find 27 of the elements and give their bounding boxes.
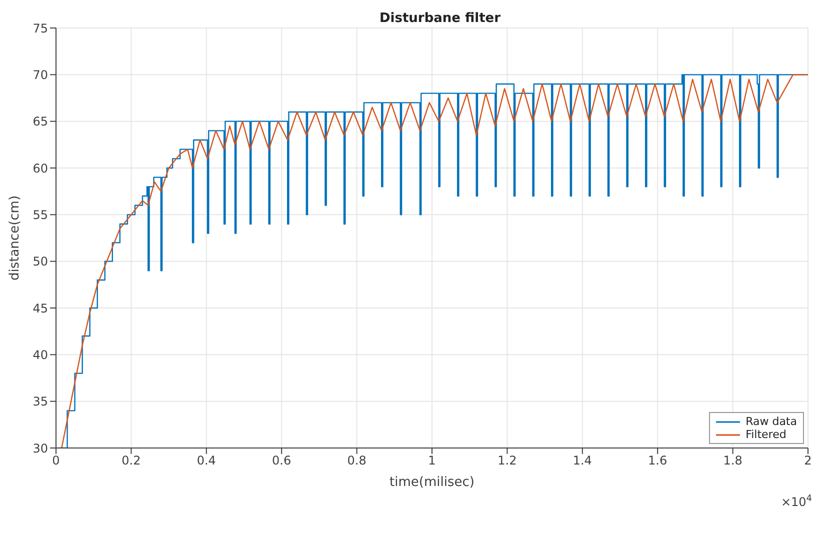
x-tick-label: 1.6	[648, 454, 668, 468]
x-tick-label: 0	[52, 454, 60, 468]
y-tick-label: 35	[32, 394, 48, 409]
x-tick-label: 1.8	[723, 454, 742, 468]
x-tick-label: 0.8	[347, 454, 366, 468]
y-tick-label: 40	[32, 348, 48, 362]
y-tick-label: 65	[32, 114, 48, 129]
y-tick-label: 50	[32, 254, 48, 269]
text: ×10$^{4}$	[780, 494, 812, 509]
x-tick-label: 0.6	[272, 454, 292, 468]
x-tick-label: 2	[804, 454, 812, 468]
x-tick-label: 0.2	[122, 454, 141, 468]
y-tick-label: 55	[32, 208, 48, 222]
legend-label: Filtered	[746, 428, 786, 441]
x-tick-label: 1	[428, 454, 436, 468]
x-tick-label: 1.4	[572, 454, 592, 468]
y-tick-label: 30	[32, 441, 48, 456]
y-tick-label: 60	[32, 161, 48, 176]
y-tick-label: 70	[32, 68, 48, 82]
x-tick-label: 0.4	[196, 454, 216, 468]
chart-title: Disturbane filter	[379, 11, 502, 26]
y-tick-label: 75	[32, 21, 48, 36]
x-axis-title: time(milisec)	[390, 475, 474, 490]
y-axis-title: distance(cm)	[8, 195, 23, 281]
legend-label: Raw data	[746, 415, 797, 428]
y-tick-label: 45	[32, 301, 48, 316]
x-tick-label: 1.2	[498, 454, 517, 468]
